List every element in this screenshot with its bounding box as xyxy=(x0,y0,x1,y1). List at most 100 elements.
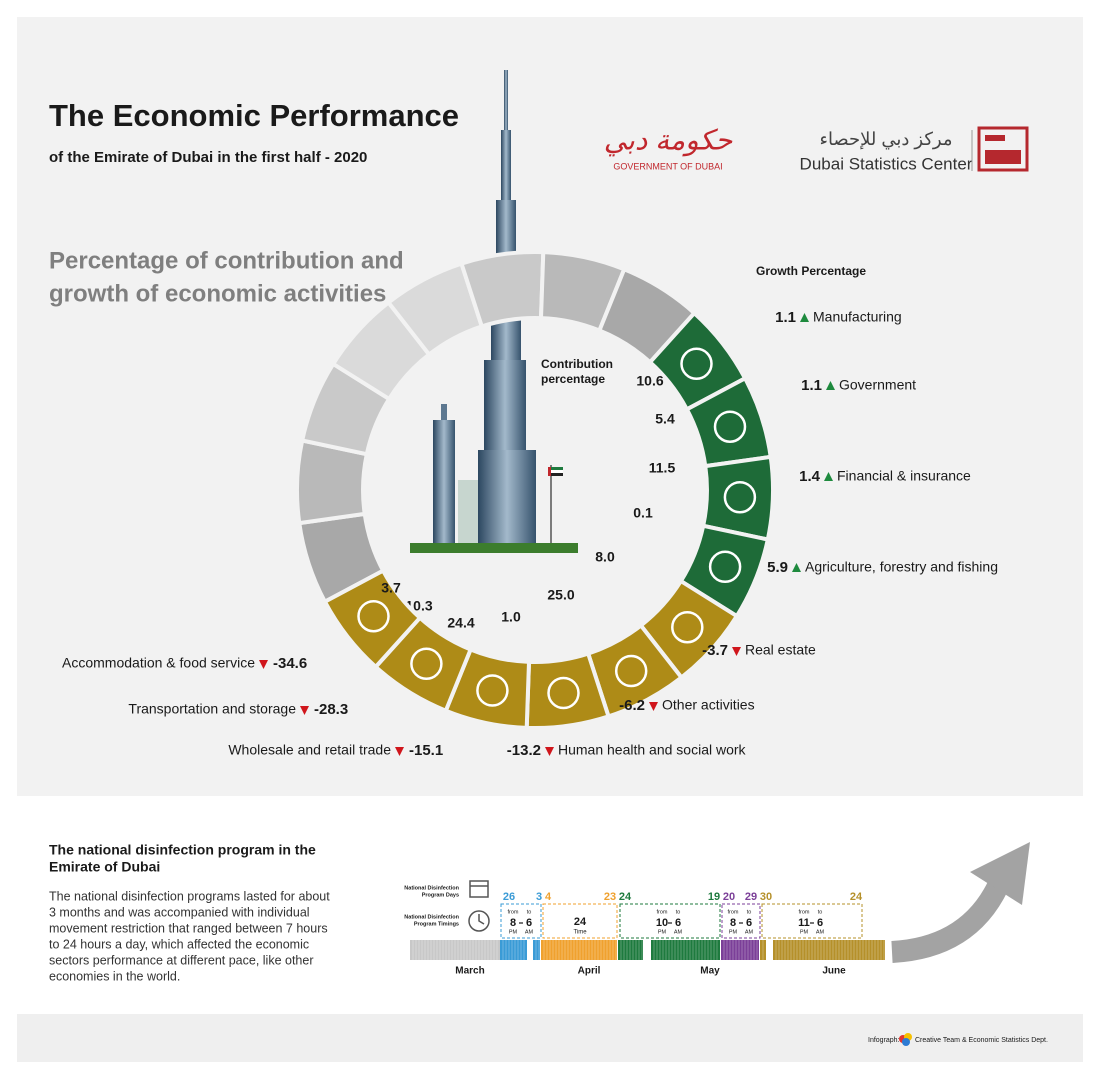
timing-box xyxy=(721,903,761,939)
end-day: 3 xyxy=(536,891,542,903)
contribution-label: Contribution xyxy=(541,357,613,371)
timeline-bar xyxy=(500,940,527,960)
timings-label: National Disinfection xyxy=(404,914,459,920)
sector-icon xyxy=(476,674,509,707)
sector-icon xyxy=(671,610,704,644)
contribution-value: 11.5 xyxy=(649,460,676,476)
growth-label: Growth Percentage xyxy=(756,264,866,278)
to-period: AM xyxy=(816,929,825,935)
month-label: June xyxy=(822,966,846,977)
contribution-value: 24.4 xyxy=(447,615,474,631)
sector-icon xyxy=(614,654,648,688)
from-time: 11 xyxy=(798,917,810,929)
from-period: PM xyxy=(729,929,738,935)
dsc-logo-mark xyxy=(977,126,1029,172)
subtitle: of the Emirate of Dubai in the first hal… xyxy=(49,149,367,166)
to-word: to xyxy=(818,909,823,915)
from-time: 8 xyxy=(730,917,736,929)
to-word: to xyxy=(747,909,752,915)
footer-credit: Creative Team & Economic Statistics Dept… xyxy=(915,1037,1048,1044)
ring-segment xyxy=(322,567,423,670)
sector-name: Financial & insurance xyxy=(837,468,971,484)
to-word: to xyxy=(527,909,532,915)
to-time: 6 xyxy=(675,917,681,929)
contribution-value: 5.4 xyxy=(655,411,675,427)
timeline-bar xyxy=(618,940,643,960)
timeline-bar xyxy=(651,940,720,960)
sector-icon xyxy=(713,410,747,443)
timeline-bar xyxy=(410,940,500,960)
program-title: Emirate of Dubai xyxy=(49,859,160,875)
triangle-down xyxy=(300,706,309,715)
contribution-value: 8.0 xyxy=(595,549,615,565)
triangle-down xyxy=(545,747,554,756)
growth-arrow xyxy=(891,842,1030,963)
start-day: 4 xyxy=(545,891,552,903)
end-day: 23 xyxy=(604,891,616,903)
from-time: 8 xyxy=(510,917,516,929)
start-day: 30 xyxy=(760,891,772,903)
to-time: 6 xyxy=(817,917,823,929)
contribution-value: 10.6 xyxy=(636,373,663,389)
growth-value: -28.3 xyxy=(314,701,348,718)
triangle-up xyxy=(826,381,835,390)
section-title: growth of economic activities xyxy=(49,280,386,307)
end-day: 19 xyxy=(708,891,720,903)
gov-logo-text: GOVERNMENT OF DUBAI xyxy=(613,161,722,171)
start-day: 20 xyxy=(723,891,735,903)
from-word: from xyxy=(799,909,810,915)
to-period: AM xyxy=(745,929,754,935)
sector-name: Transportation and storage xyxy=(128,701,296,717)
program-text: The national disinfection programs laste… xyxy=(49,889,330,903)
triangle-down xyxy=(649,702,658,711)
growth-value: -13.2 xyxy=(507,742,541,759)
dsc-logo-text: Dubai Statistics Center xyxy=(800,154,973,173)
contribution-label: percentage xyxy=(541,372,605,386)
footer-label: Infograph: xyxy=(868,1037,900,1044)
timeline-bar xyxy=(541,940,617,960)
gov-logo-arabic: حكومة دبي xyxy=(604,124,733,156)
month-label: April xyxy=(578,966,601,977)
contribution-value: 25.0 xyxy=(547,587,574,603)
timings-label: Program Timings xyxy=(414,921,459,927)
month-label: March xyxy=(455,966,484,977)
to-period: AM xyxy=(525,929,534,935)
program-text: to 24 hours a day, which affected the ec… xyxy=(49,937,309,951)
sector-name: Human health and social work xyxy=(558,742,747,758)
contribution-value: 0.1 xyxy=(633,505,653,521)
timing-box xyxy=(619,903,721,939)
sector-icon xyxy=(723,480,757,514)
growth-value: 1.1 xyxy=(775,309,796,326)
sector-icon xyxy=(410,647,443,681)
sector-icon xyxy=(680,347,713,381)
to-word: to xyxy=(676,909,681,915)
growth-value: -34.6 xyxy=(273,655,307,672)
end-day: 24 xyxy=(850,891,863,903)
month-label: May xyxy=(700,966,720,977)
sector-name: Other activities xyxy=(662,697,755,713)
sector-icon xyxy=(708,550,742,584)
sector-icon xyxy=(547,676,580,710)
from-word: from xyxy=(657,909,668,915)
contribution-value: 1.0 xyxy=(501,609,521,625)
timeline-bar xyxy=(773,940,885,960)
triangle-up xyxy=(792,563,801,572)
sector-name: Government xyxy=(839,377,916,393)
timing-box xyxy=(761,903,863,939)
timeline-bar xyxy=(721,940,759,960)
from-word: from xyxy=(728,909,739,915)
from-period: PM xyxy=(800,929,809,935)
from-period: PM xyxy=(658,929,667,935)
growth-value: 1.4 xyxy=(799,468,821,485)
triangle-down xyxy=(732,647,741,656)
days-label: Program Days xyxy=(422,892,459,898)
days-label: National Disinfection xyxy=(404,885,459,891)
triangle-down xyxy=(259,660,268,669)
hours: 24 xyxy=(574,916,587,928)
hours-label: Time xyxy=(573,930,587,936)
clock-icon xyxy=(468,910,490,932)
section-title: Percentage of contribution and xyxy=(49,247,404,274)
timing-box xyxy=(500,903,542,939)
to-time: 6 xyxy=(526,917,532,929)
